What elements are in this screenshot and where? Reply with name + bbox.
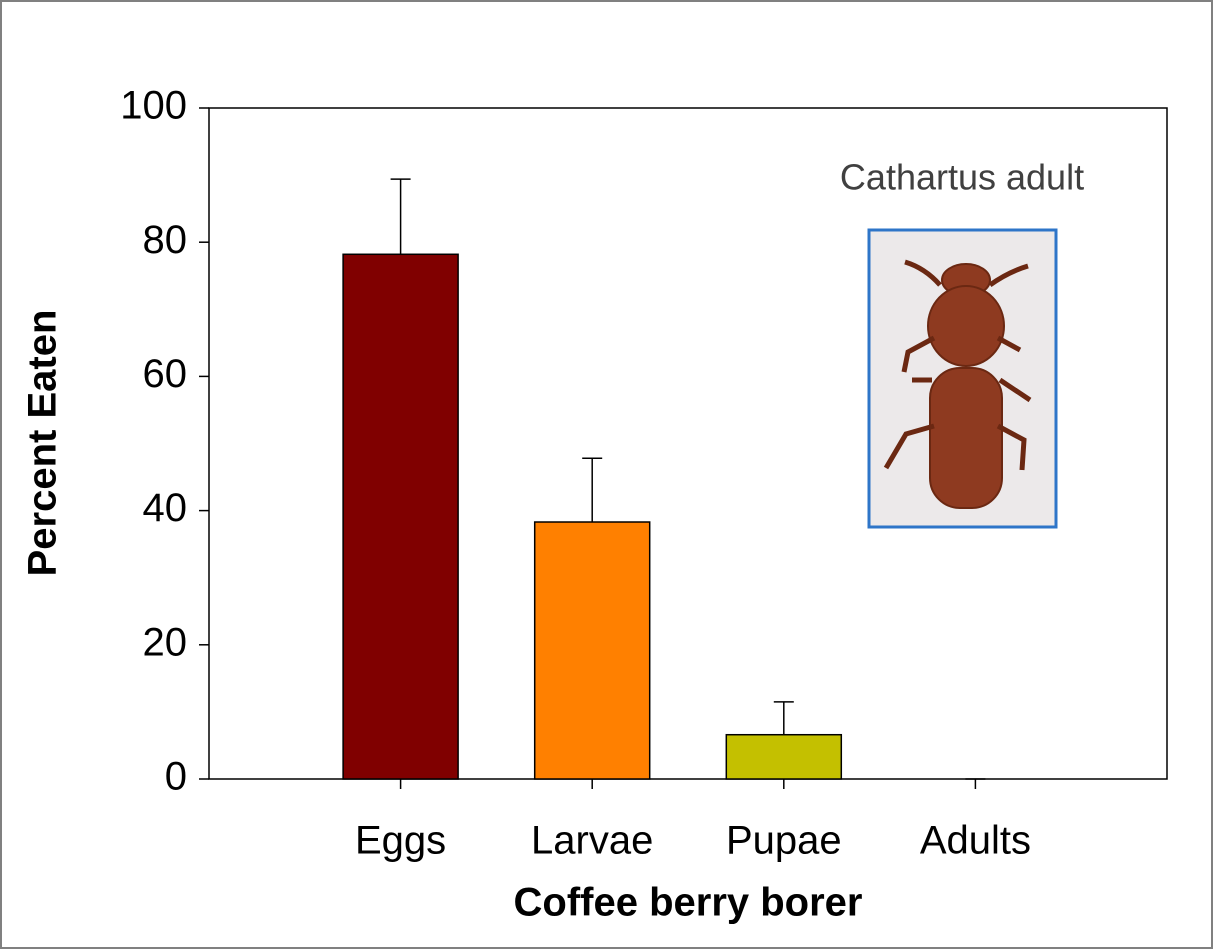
x-tick-label: Adults xyxy=(920,819,1031,863)
bar xyxy=(343,254,458,779)
y-tick-label: 100 xyxy=(120,84,187,128)
y-tick-label: 80 xyxy=(143,218,188,262)
beetle-photo xyxy=(869,230,1056,527)
annotation: Cathartus adult xyxy=(840,157,1084,198)
x-axis-title: Coffee berry borer xyxy=(514,881,863,925)
bar xyxy=(726,735,841,779)
x-tick-label: Pupae xyxy=(726,819,842,863)
chart: Percent Eaten Coffee berry borer Cathart… xyxy=(0,0,1213,949)
x-tick-label: Eggs xyxy=(355,819,446,863)
y-tick-label: 40 xyxy=(143,486,188,530)
y-tick-label: 0 xyxy=(165,755,187,799)
y-tick-label: 60 xyxy=(143,352,188,396)
bar xyxy=(535,522,650,779)
page: {"chart_data": {"type": "bar", "y_label"… xyxy=(0,0,1213,949)
y-tick-label: 20 xyxy=(143,620,188,664)
x-tick-label: Larvae xyxy=(531,819,653,863)
y-axis-title: Percent Eaten xyxy=(21,310,65,577)
